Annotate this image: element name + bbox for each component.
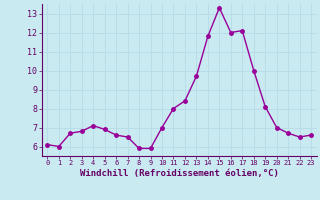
X-axis label: Windchill (Refroidissement éolien,°C): Windchill (Refroidissement éolien,°C) <box>80 169 279 178</box>
